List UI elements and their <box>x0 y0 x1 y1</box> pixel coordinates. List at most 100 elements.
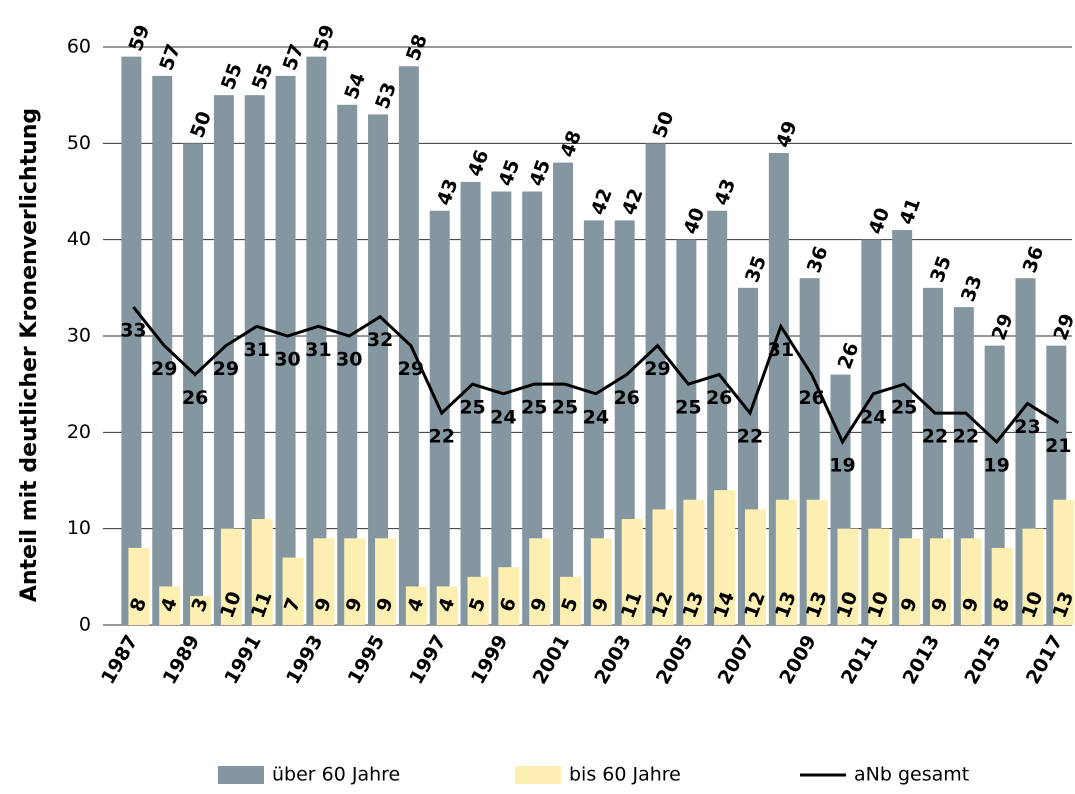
value-label: 36 <box>1019 243 1049 275</box>
value-label: 54 <box>340 70 370 102</box>
value-label: 43 <box>710 176 740 208</box>
value-label: 42 <box>587 186 617 218</box>
value-label: 31 <box>305 339 331 361</box>
bar <box>467 576 489 625</box>
legend-swatch <box>218 766 264 784</box>
bar <box>491 191 512 625</box>
value-label: 45 <box>525 157 555 189</box>
legend-swatch <box>515 766 561 784</box>
value-label: 49 <box>772 118 802 150</box>
value-label: 33 <box>957 272 987 304</box>
x-tick-label: 2011 <box>837 631 882 688</box>
bar <box>991 547 1013 625</box>
y-tick-label: 30 <box>67 325 91 347</box>
bar <box>929 538 951 625</box>
value-label: 25 <box>521 397 547 419</box>
legend-label: über 60 Jahre <box>272 764 400 786</box>
bar <box>960 538 982 625</box>
y-tick-label: 10 <box>67 517 91 539</box>
value-label: 22 <box>922 426 948 448</box>
value-label: 36 <box>803 243 833 275</box>
x-tick-label: 1997 <box>405 631 450 688</box>
y-tick-label: 60 <box>67 36 91 58</box>
bar <box>152 75 173 625</box>
value-label: 40 <box>865 205 895 237</box>
value-label: 45 <box>495 157 525 189</box>
bar <box>714 490 736 625</box>
bar <box>282 557 304 625</box>
value-label: 26 <box>834 340 864 372</box>
bar <box>868 528 890 625</box>
value-label: 35 <box>926 253 956 285</box>
bar <box>429 210 450 625</box>
bar <box>275 75 296 625</box>
bar <box>522 191 543 625</box>
x-tick-label: 2017 <box>1022 631 1067 688</box>
value-label: 57 <box>279 41 309 73</box>
x-tick-label: 2001 <box>529 631 574 688</box>
bar <box>745 509 767 625</box>
bar <box>306 56 327 625</box>
value-label: 26 <box>798 387 824 409</box>
value-label: 24 <box>860 406 886 428</box>
value-label: 22 <box>953 426 979 448</box>
bar <box>560 576 582 625</box>
value-label: 25 <box>552 397 578 419</box>
value-label: 24 <box>490 406 516 428</box>
value-label: 22 <box>737 426 763 448</box>
value-label: 41 <box>895 195 925 227</box>
bar <box>183 143 204 626</box>
x-tick-label: 2009 <box>775 631 820 688</box>
bar <box>213 95 234 625</box>
value-label: 30 <box>274 349 300 371</box>
x-tick-label: 2015 <box>960 631 1005 688</box>
x-tick-label: 2005 <box>652 631 697 688</box>
bar <box>652 509 674 625</box>
value-label: 19 <box>829 454 855 476</box>
bar <box>121 56 142 625</box>
value-label: 26 <box>182 387 208 409</box>
x-tick-label: 1993 <box>282 631 327 688</box>
legend-label: aNb gesamt <box>854 764 969 786</box>
bar <box>892 230 913 626</box>
value-label: 26 <box>706 387 732 409</box>
bar <box>683 499 705 625</box>
value-label: 55 <box>248 60 278 92</box>
bar <box>529 538 551 625</box>
x-tick-label: 1991 <box>220 631 265 688</box>
y-tick-label: 0 <box>79 614 91 636</box>
value-label: 29 <box>398 358 424 380</box>
bar <box>590 538 612 625</box>
line <box>132 306 1060 446</box>
bar <box>405 586 427 625</box>
value-label: 53 <box>371 80 401 112</box>
value-label: 29 <box>151 358 177 380</box>
bar <box>251 519 273 625</box>
x-tick-label: 1995 <box>344 631 389 688</box>
value-label: 33 <box>120 320 146 342</box>
value-label: 59 <box>310 22 340 54</box>
value-label: 58 <box>402 31 432 63</box>
value-label: 55 <box>217 60 247 92</box>
value-label: 21 <box>1045 435 1071 457</box>
value-label: 59 <box>125 22 155 54</box>
value-label: 42 <box>618 186 648 218</box>
bar <box>344 538 366 625</box>
bar <box>337 104 358 626</box>
y-tick-label: 20 <box>67 421 91 443</box>
bar <box>436 586 458 625</box>
value-label: 35 <box>741 253 771 285</box>
bar <box>861 239 882 625</box>
value-label: 29 <box>1050 311 1075 343</box>
bar <box>313 538 335 625</box>
value-label: 29 <box>644 358 670 380</box>
bar <box>775 499 797 625</box>
value-label: 25 <box>459 397 485 419</box>
value-label: 23 <box>1014 416 1040 438</box>
bar <box>806 499 828 625</box>
x-tick-label: 1987 <box>97 631 142 688</box>
value-label: 29 <box>988 311 1018 343</box>
x-tick-label: 1989 <box>159 631 204 688</box>
x-tick-label: 2013 <box>899 631 944 688</box>
